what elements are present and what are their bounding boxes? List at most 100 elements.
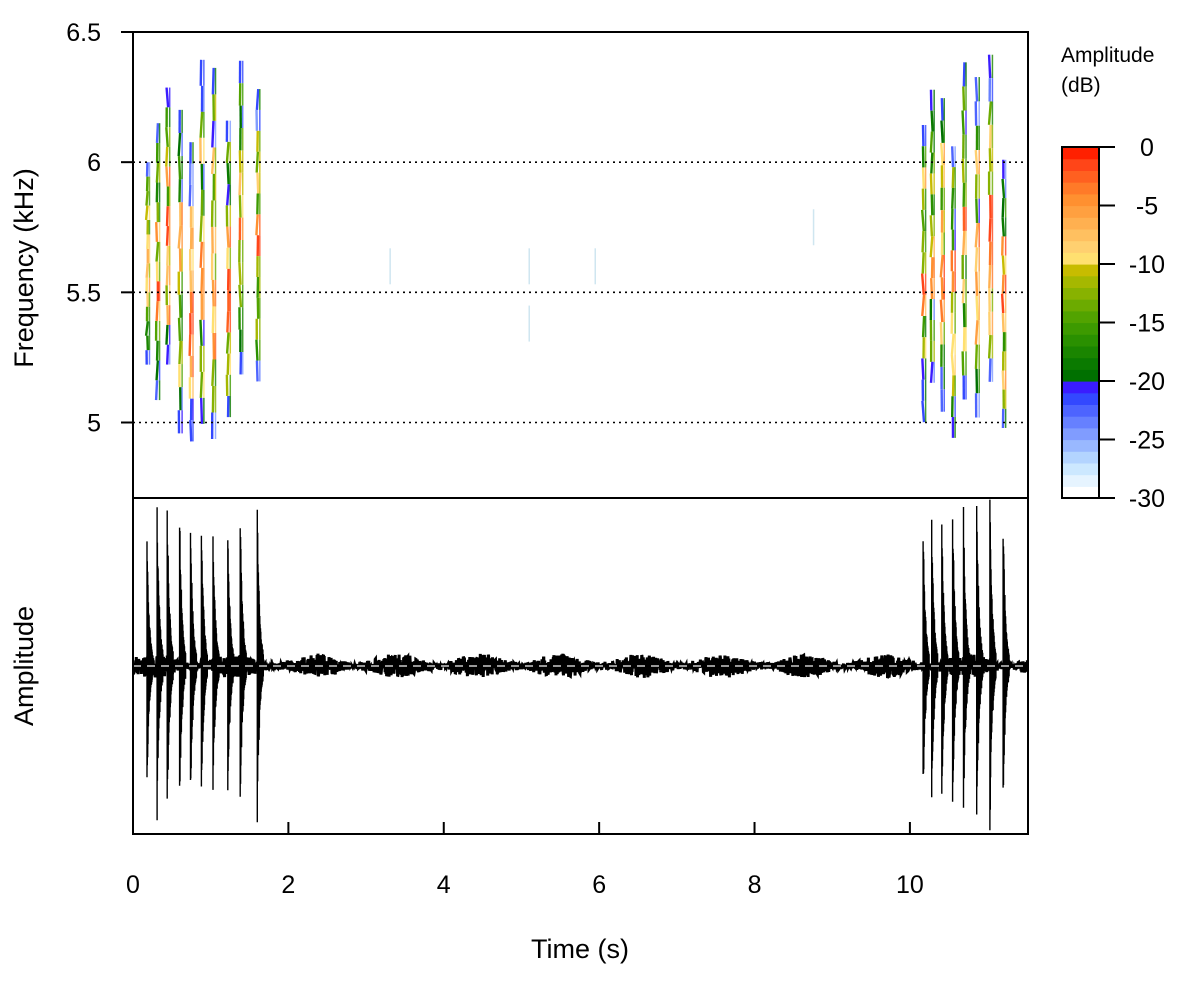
oscillogram-pulse-wave	[201, 536, 207, 787]
colorbar-swatch	[1062, 241, 1099, 253]
spectrogram-cell	[156, 222, 157, 242]
spectrogram-cell	[227, 227, 228, 248]
spectrogram-cell	[179, 225, 181, 248]
spectrogram-cell	[167, 345, 168, 365]
spectrogram-cell	[1003, 217, 1004, 236]
colorbar-tick-label: 0	[1140, 134, 1154, 162]
spectrogram-cell	[147, 263, 148, 277]
colorbar-swatch	[1062, 229, 1099, 241]
spectrogram-cell	[157, 361, 158, 381]
spectrogram-pulse	[156, 123, 159, 400]
x-tick-label: 0	[126, 871, 140, 899]
spectrogram-cell	[213, 306, 214, 333]
spectrogram-cell	[964, 62, 965, 86]
colorbar-swatch	[1062, 393, 1099, 405]
spectrogram-cell	[976, 77, 977, 101]
colorbar-swatch	[1062, 416, 1099, 428]
spectrogram-cell	[942, 277, 943, 299]
spectrogram-cell	[179, 318, 180, 341]
colorbar-swatch	[1062, 475, 1099, 487]
spectrogram-pulse	[931, 90, 934, 383]
spectrogram-cell	[1003, 370, 1004, 389]
spectrogram-cell	[228, 163, 229, 184]
colorbar-swatch	[1062, 311, 1099, 323]
spectrogram-cell	[923, 167, 924, 188]
spectrogram-cell	[157, 341, 158, 361]
spectrogram-cell	[990, 218, 991, 241]
spectrogram-cell	[1002, 294, 1003, 313]
spectrogram-cell	[977, 296, 978, 320]
colorbar-swatch	[1062, 346, 1099, 358]
spectrogram-cell	[213, 68, 214, 95]
spectrogram-cell	[146, 206, 147, 220]
spectrogram-cell	[201, 268, 202, 294]
spectrogram-cell	[931, 362, 932, 383]
spectrogram-cell	[167, 246, 168, 266]
spectrogram-cell	[240, 150, 241, 172]
spectrogram-cell	[976, 272, 977, 296]
spectrogram-cell	[989, 265, 990, 288]
spectrogram-cell	[931, 215, 932, 236]
frequency-axis: 55.566.5	[66, 19, 133, 438]
colorbar-tick-label: -15	[1129, 310, 1165, 338]
x-tick-label: 2	[281, 871, 295, 899]
colorbar-swatch	[1062, 323, 1099, 335]
spectrogram-cell	[190, 185, 191, 206]
spectrogram-cell	[931, 173, 932, 194]
spectrogram-cell	[239, 262, 240, 284]
oscillogram-pulse-wave	[942, 525, 948, 794]
oscillogram-pulse-wave	[180, 528, 186, 786]
spectrogram-cell	[179, 156, 180, 179]
colorbar-swatch	[1062, 264, 1099, 276]
spectrogram-cell	[166, 167, 167, 187]
spectrogram-cell	[922, 401, 924, 422]
colorbar-tick-label: -10	[1129, 251, 1165, 279]
y-tick-label: 5	[87, 410, 101, 438]
spectrogram-cell	[922, 295, 924, 316]
oscillogram-pulse	[964, 507, 970, 808]
oscillogram-pulse-wave	[157, 507, 163, 820]
spectrogram-cell	[157, 123, 158, 143]
spectrogram-cell	[931, 132, 932, 153]
colorbar-swatch	[1062, 287, 1099, 299]
colorbar-swatch	[1062, 252, 1099, 264]
oscillogram-pulse-wave	[147, 541, 153, 777]
oscillogram-pulse-wave	[167, 511, 173, 799]
spectrogram-cell	[157, 301, 158, 321]
spectrogram-pulse	[179, 110, 182, 434]
oscillogram-pulse-wave	[990, 500, 996, 831]
frequency-axis-label: Frequency (kHz)	[9, 168, 39, 368]
spectrogram-cell	[963, 351, 964, 375]
colorbar-swatch	[1062, 194, 1099, 206]
oscillogram-pulse	[213, 536, 219, 790]
spectrogram-cell	[212, 147, 214, 174]
colorbar-swatch	[1062, 358, 1099, 370]
spectrogram-cell	[976, 199, 977, 223]
colorbar-swatch	[1062, 369, 1099, 381]
spectrogram-pulse	[976, 77, 979, 417]
spectrogram-cell	[212, 359, 213, 386]
spectrogram-cell	[941, 255, 943, 277]
colorbar-swatch	[1062, 299, 1099, 311]
spectrogram-pulse	[989, 55, 992, 382]
y-tick-label: 6.5	[66, 19, 101, 47]
oscillogram-pulse	[201, 536, 207, 787]
spectrogram-cell	[976, 223, 978, 247]
spectrogram-pulse	[1002, 160, 1005, 428]
colorbar-swatch	[1062, 147, 1099, 159]
spectrogram-cell	[931, 278, 932, 299]
spectrogram-cell	[190, 335, 191, 356]
colorbar-swatch	[1062, 159, 1099, 171]
spectrogram-cell	[201, 398, 202, 424]
x-tick-label: 4	[437, 871, 451, 899]
amplitude-axis-label: Amplitude	[9, 606, 39, 726]
spectrogram-cell	[989, 335, 990, 358]
spectrogram-cell	[167, 266, 168, 286]
colorbar-swatch	[1062, 428, 1099, 440]
oscillogram-pulse	[953, 519, 959, 801]
spectrogram-gridlines	[133, 162, 1028, 422]
oscillogram-pulse	[167, 511, 173, 799]
spectrogram-cell	[932, 111, 933, 132]
